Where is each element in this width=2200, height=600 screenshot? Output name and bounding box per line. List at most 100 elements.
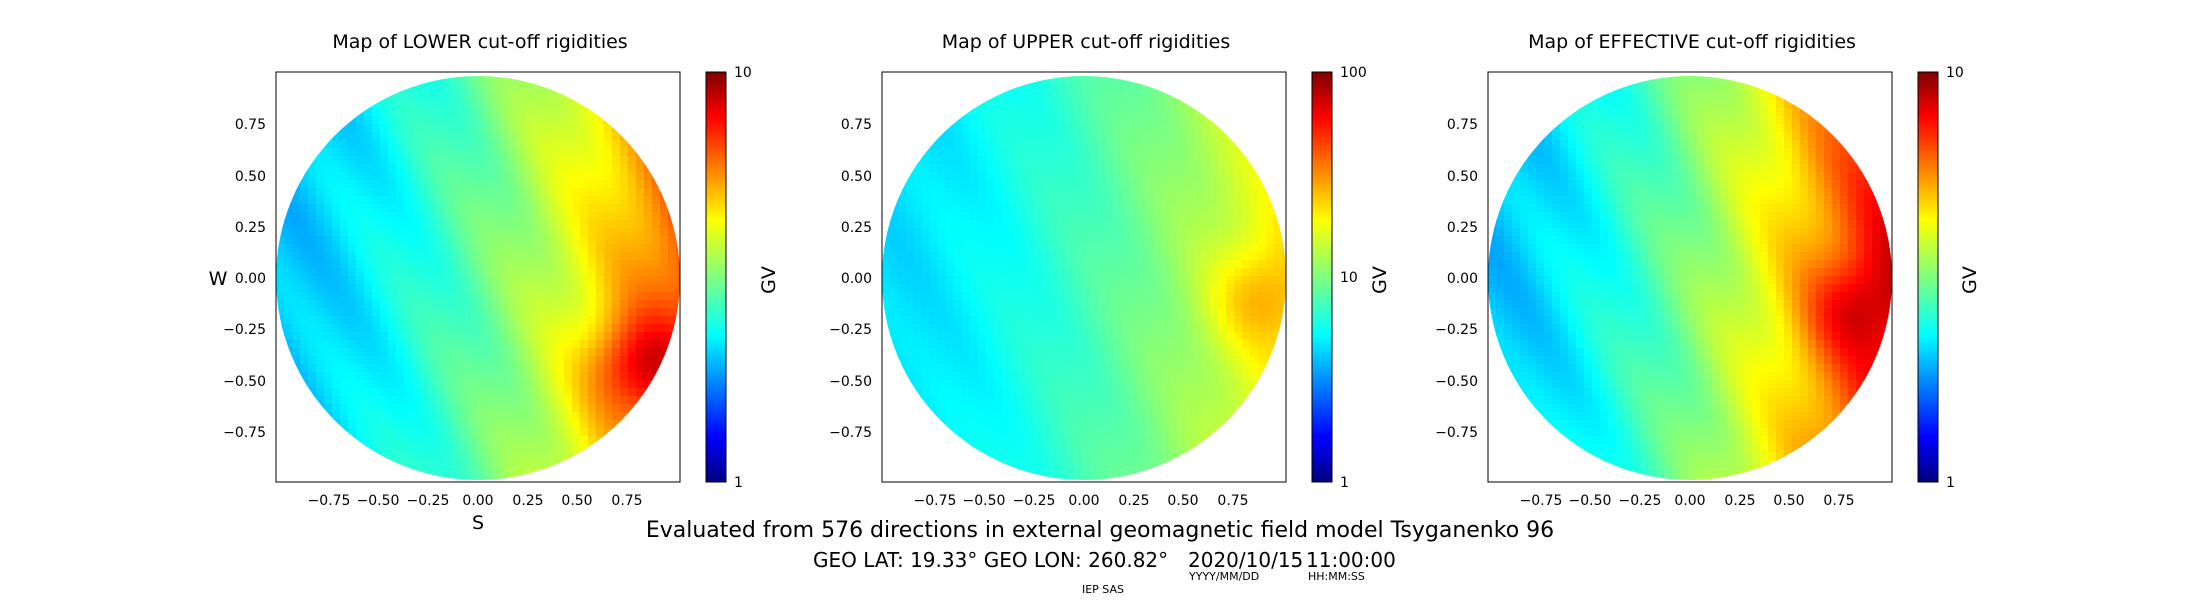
map-cell [420, 460, 429, 469]
map-cell [644, 356, 653, 365]
map-cell [922, 276, 931, 285]
map-cell [1130, 100, 1139, 109]
map-cell [404, 140, 413, 149]
map-cell [572, 324, 581, 333]
map-cell [1210, 116, 1219, 125]
map-cell [428, 300, 437, 309]
map-cell [1528, 172, 1537, 181]
map-cell [380, 404, 389, 413]
map-cell [564, 404, 573, 413]
map-cell [1050, 324, 1059, 333]
map-cell [882, 276, 891, 285]
map-cell [1082, 340, 1091, 349]
map-cell [1034, 332, 1043, 341]
map-cell [1584, 236, 1593, 245]
map-cell [436, 84, 445, 93]
map-cell [1106, 308, 1115, 317]
map-cell [1130, 172, 1139, 181]
map-cell [668, 220, 677, 229]
map-cell [492, 324, 501, 333]
map-cell [1488, 260, 1497, 269]
map-cell [324, 308, 333, 317]
map-cell [396, 436, 405, 445]
map-cell [1082, 436, 1091, 445]
map-cell [1520, 156, 1529, 165]
map-cell [380, 228, 389, 237]
map-cell [444, 244, 453, 253]
map-cell [954, 364, 963, 373]
map-cell [946, 324, 955, 333]
map-cell [1162, 428, 1171, 437]
map-cell [1608, 396, 1617, 405]
map-cell [1186, 324, 1195, 333]
map-cell [436, 100, 445, 109]
map-cell [938, 380, 947, 389]
map-cell [516, 108, 525, 117]
map-cell [1576, 316, 1585, 325]
map-cell [340, 332, 349, 341]
map-cell [1218, 388, 1227, 397]
map-cell [938, 148, 947, 157]
map-cell [372, 436, 381, 445]
map-cell [668, 236, 677, 245]
map-cell [1234, 396, 1243, 405]
map-cell [492, 212, 501, 221]
map-cell [1194, 420, 1203, 429]
map-cell [1162, 164, 1171, 173]
map-cell [1496, 268, 1505, 277]
map-cell [428, 108, 437, 117]
map-cell [1186, 116, 1195, 125]
map-cell [1226, 340, 1235, 349]
south-label: S [472, 512, 484, 534]
map-cell [1632, 420, 1641, 429]
map-cell [1146, 252, 1155, 261]
map-cell [1050, 308, 1059, 317]
map-cell [906, 372, 915, 381]
map-cell [1138, 468, 1147, 477]
map-cell [1258, 220, 1267, 229]
map-cell [436, 204, 445, 213]
map-cell [1544, 172, 1553, 181]
map-cell [628, 172, 637, 181]
map-cell [1058, 468, 1067, 477]
map-cell [644, 228, 653, 237]
map-cell [1552, 420, 1561, 429]
map-cell [380, 420, 389, 429]
map-cell [1138, 316, 1147, 325]
map-cell [332, 316, 341, 325]
map-cell [612, 396, 621, 405]
map-cell [1202, 316, 1211, 325]
map-cell [548, 348, 557, 357]
map-cell [604, 396, 613, 405]
map-cell [516, 252, 525, 261]
map-cell [596, 132, 605, 141]
map-cell [1050, 348, 1059, 357]
map-cell [1162, 452, 1171, 461]
map-cell [444, 404, 453, 413]
map-cell [420, 172, 429, 181]
map-cell [1114, 164, 1123, 173]
map-cell [436, 380, 445, 389]
map-cell [564, 196, 573, 205]
map-cell [612, 156, 621, 165]
map-cell [1074, 100, 1083, 109]
map-cell [1544, 364, 1553, 373]
map-cell [1608, 148, 1617, 157]
map-cell [1568, 188, 1577, 197]
map-cell [476, 164, 485, 173]
map-cell [1026, 356, 1035, 365]
x-axis: −0.75 −0.50 −0.25 0.00 0.25 0.50 0.75 [308, 493, 643, 509]
map-cell [1632, 372, 1641, 381]
map-cell [1504, 268, 1513, 277]
map-cell [428, 340, 437, 349]
map-cell [978, 412, 987, 421]
map-cell [396, 452, 405, 461]
map-cell [596, 164, 605, 173]
map-cell [644, 300, 653, 309]
map-cell [1018, 236, 1027, 245]
map-cell [500, 316, 509, 325]
map-cell [1488, 324, 1497, 333]
map-cell [372, 444, 381, 453]
map-cell [1552, 348, 1561, 357]
map-cell [276, 284, 285, 293]
